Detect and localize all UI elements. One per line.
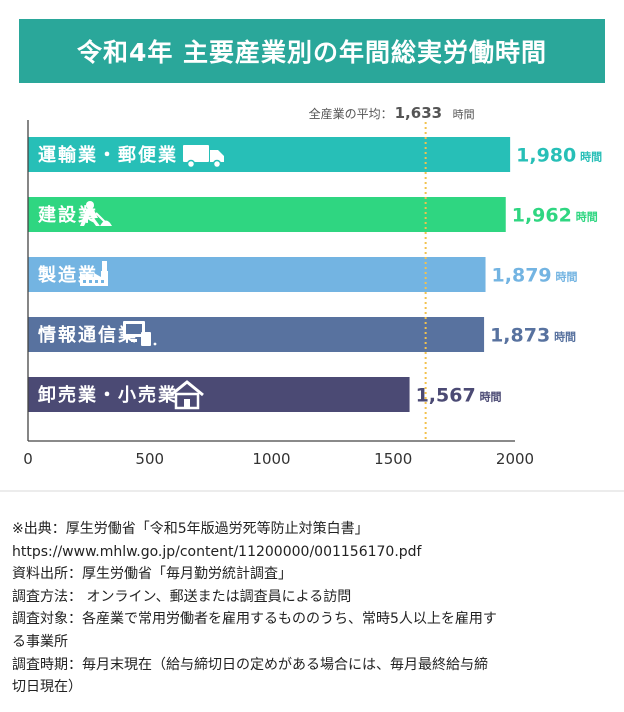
x-tick-label: 1500 <box>374 450 412 468</box>
monitor-stand <box>131 339 137 342</box>
house-roof <box>170 380 204 397</box>
category-label: 運輸業・郵便業 <box>38 144 178 166</box>
value-label: 1,980 <box>516 145 576 167</box>
title-banner: 令和4年 主要産業別の年間総実労働時間 <box>19 19 605 83</box>
truck-cab <box>210 150 224 162</box>
house-door <box>184 399 190 408</box>
factory-chimney <box>102 261 107 271</box>
value-label: 1,879 <box>492 265 552 287</box>
x-tick-label: 1000 <box>252 450 290 468</box>
source-notes: ※出典：厚生労働省「令和5年版過労死等防止対策白書」 https://www.m… <box>12 518 618 699</box>
note-line: https://www.mhlw.go.jp/content/11200000/… <box>12 543 422 560</box>
sand-pile <box>100 220 112 226</box>
truck-wheel <box>212 159 222 169</box>
value-unit: 時間 <box>554 330 576 344</box>
chart-title: 令和4年 主要産業別の年間総実労働時間 <box>76 38 548 67</box>
note-line: 切日現在） <box>12 679 82 696</box>
monitor-screen <box>126 324 142 334</box>
value-label: 1,962 <box>512 205 572 227</box>
truck-wheel <box>186 159 196 169</box>
bar-group: 情報通信業 1,873 時間 <box>28 317 576 352</box>
note-line: 調査時期：毎月末現在（給与締切日の定めがある場合には、毎月最終給与締 <box>12 656 488 673</box>
truck-icon <box>183 145 224 169</box>
bar-group: 建設業 1,962 時間 <box>28 197 598 232</box>
value-unit: 時間 <box>576 210 598 224</box>
factory-window <box>101 280 104 283</box>
factory-icon <box>80 261 108 286</box>
truck-body <box>183 145 209 162</box>
bar-group: 製造業 1,879 時間 <box>28 257 578 292</box>
average-label: 全産業の平均： <box>309 106 393 121</box>
bar <box>28 137 511 172</box>
bar-group: 卸売業・小売業 1,567 時間 <box>28 377 502 412</box>
category-label: 情報通信業 <box>38 324 138 346</box>
x-tick-label: 2000 <box>496 450 534 468</box>
house-icon <box>170 380 204 410</box>
bar <box>28 197 506 232</box>
category-label: 卸売業・小売業 <box>38 384 178 406</box>
value-unit: 時間 <box>580 150 602 164</box>
x-tick-label: 500 <box>135 450 164 468</box>
factory-window <box>83 280 86 283</box>
worker-body <box>80 210 98 226</box>
bar <box>28 317 485 352</box>
bar-group: 運輸業・郵便業 1,980 時間 <box>28 137 602 172</box>
shovel <box>95 212 107 224</box>
average-value: 1,633 <box>395 104 442 122</box>
value-unit: 時間 <box>480 390 502 404</box>
tower <box>141 332 151 346</box>
average-unit: 時間 <box>453 108 475 121</box>
note-line: る事業所 <box>12 633 68 650</box>
category-label: 建設業 <box>38 204 98 226</box>
note-line: 調査方法： オンライン、郵送または調査員による訪問 <box>12 588 352 605</box>
bar <box>28 377 410 412</box>
value-label: 1,567 <box>416 385 476 407</box>
factory-window <box>89 280 92 283</box>
worker-head <box>86 201 94 209</box>
footer-divider <box>0 490 624 492</box>
value-unit: 時間 <box>556 270 578 284</box>
x-axis: 0 500 1000 1500 2000 <box>23 120 534 468</box>
computer-icon <box>123 321 157 346</box>
construction-worker-icon <box>80 201 112 226</box>
note-line: ※出典：厚生労働省「令和5年版過労死等防止対策白書」 <box>12 521 369 537</box>
note-line: 資料出所：厚生労働省「毎月勤労統計調査」 <box>12 566 292 583</box>
wifi-dot <box>153 342 157 346</box>
worker-leg <box>91 218 100 226</box>
x-tick-label: 0 <box>23 450 33 468</box>
factory-window <box>95 280 98 283</box>
value-label: 1,873 <box>490 325 550 347</box>
average-reference-layer: 全産業の平均： 1,633 時間 <box>309 104 475 441</box>
note-line: 調査対象：各産業で常用労働者を雇用するもののうち、常時5人以上を雇用す <box>12 611 497 628</box>
